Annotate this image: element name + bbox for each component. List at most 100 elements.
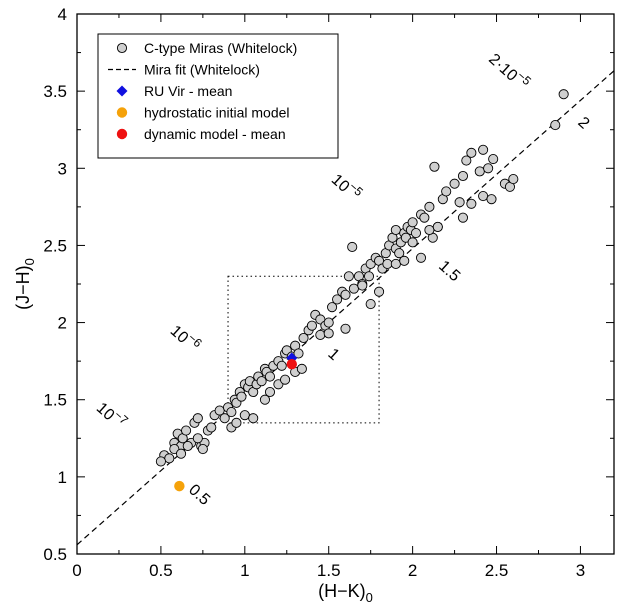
c-type-mira-point bbox=[256, 376, 267, 387]
mass-loss-annotation: 2·10−5 bbox=[485, 47, 534, 94]
y-axis-title: (J−H)0 bbox=[13, 258, 37, 310]
c-type-mira-point bbox=[363, 271, 375, 282]
c-type-mira-point bbox=[239, 410, 250, 421]
mass-loss-annotation: 10−5 bbox=[328, 168, 366, 206]
legend-marker-diamond bbox=[116, 85, 128, 97]
c-type-mira-point bbox=[347, 241, 358, 253]
legend: C-type Miras (Whitelock) Mira fit (Whitel… bbox=[97, 33, 339, 159]
c-type-mira-point bbox=[231, 417, 242, 428]
c-type-mira-point bbox=[280, 374, 291, 385]
legend-label: dynamic model - mean bbox=[144, 126, 286, 142]
c-type-mira-point bbox=[343, 271, 354, 282]
legend-box bbox=[97, 33, 339, 159]
c-type-mira-point bbox=[175, 448, 187, 459]
x-tick-label: 2 bbox=[408, 561, 417, 580]
c-type-mira-point bbox=[424, 224, 435, 236]
mass-loss-annotation: 10−7 bbox=[93, 396, 131, 434]
c-type-mira-point bbox=[332, 294, 343, 305]
c-type-mira-point bbox=[248, 413, 259, 424]
c-type-mira-point bbox=[508, 174, 519, 185]
x-tick-label: 0.5 bbox=[149, 561, 173, 580]
c-type-mira-point bbox=[483, 163, 494, 174]
mass-loss-annotation: 1 bbox=[324, 345, 342, 364]
y-tick-label: 0.5 bbox=[43, 545, 67, 564]
c-type-mira-point bbox=[390, 224, 401, 236]
legend-label: C-type Miras (Whitelock) bbox=[144, 40, 297, 56]
c-type-mira-point bbox=[327, 302, 338, 313]
c-type-mira-point bbox=[226, 407, 237, 418]
c-type-mira-point bbox=[449, 178, 460, 189]
c-type-mira-point bbox=[410, 228, 422, 239]
c-type-mira-point bbox=[457, 212, 469, 223]
legend-marker bbox=[116, 107, 128, 118]
c-type-mira-point bbox=[441, 186, 452, 197]
y-tick-label: 2.5 bbox=[43, 236, 67, 255]
c-type-mira-point bbox=[192, 433, 203, 444]
legend-label: hydrostatic initial model bbox=[144, 105, 290, 121]
c-type-mira-point bbox=[550, 120, 561, 131]
c-type-mira-point bbox=[365, 299, 376, 310]
y-tick-label: 3 bbox=[58, 159, 67, 178]
x-tick-label: 1.5 bbox=[317, 561, 341, 580]
y-tick-label: 2 bbox=[58, 314, 67, 333]
x-tick-label: 2.5 bbox=[485, 561, 509, 580]
c-type-mira-point bbox=[315, 329, 326, 340]
hydrostatic-model-point bbox=[174, 480, 185, 492]
c-type-mira-point bbox=[390, 258, 401, 269]
y-tick-label: 1.5 bbox=[43, 391, 67, 410]
x-axis-title: (H−K)0 bbox=[318, 581, 373, 605]
mass-loss-annotation: 10−6 bbox=[167, 319, 205, 357]
c-type-mira-point bbox=[340, 323, 351, 334]
c-type-mira-point bbox=[293, 348, 304, 359]
c-type-mira-point bbox=[296, 363, 307, 374]
c-type-mira-point bbox=[206, 422, 217, 433]
c-type-mira-point bbox=[181, 425, 192, 436]
x-tick-label: 1 bbox=[240, 561, 249, 580]
c-type-mira-point bbox=[474, 166, 485, 177]
c-type-mira-point bbox=[454, 197, 465, 208]
c-type-mira-point bbox=[192, 413, 203, 424]
mass-loss-annotation: 1.5 bbox=[435, 258, 463, 286]
c-type-mira-point bbox=[382, 258, 393, 269]
c-type-mira-point bbox=[429, 161, 440, 172]
c-type-mira-point bbox=[259, 394, 271, 405]
c-type-mira-point bbox=[488, 153, 499, 165]
y-tick-label: 3.5 bbox=[43, 82, 67, 101]
c-type-mira-point bbox=[348, 283, 359, 294]
c-type-mira-point bbox=[407, 217, 418, 228]
x-tick-label: 0 bbox=[72, 561, 81, 580]
c-type-mira-point bbox=[478, 144, 489, 155]
c-type-mira-point bbox=[374, 286, 385, 297]
c-type-mira-point bbox=[399, 255, 410, 266]
c-type-mira-point bbox=[466, 147, 477, 158]
c-type-mira-point bbox=[461, 155, 472, 166]
c-type-mira-point bbox=[306, 320, 317, 331]
legend-marker-miras bbox=[116, 42, 128, 54]
c-type-mira-point bbox=[558, 89, 569, 100]
c-type-mira-point bbox=[457, 170, 469, 182]
c-type-mira-point bbox=[407, 237, 418, 248]
y-tick-label: 4 bbox=[58, 5, 67, 24]
c-type-mira-point bbox=[486, 194, 497, 205]
legend-label: RU Vir - mean bbox=[144, 83, 232, 99]
c-type-mira-point bbox=[155, 456, 166, 467]
c-type-mira-point bbox=[323, 328, 334, 339]
c-type-mira-point bbox=[276, 360, 287, 371]
model-points-layer bbox=[174, 352, 298, 492]
c-type-mira-point bbox=[394, 248, 405, 259]
c-type-mira-point bbox=[432, 221, 443, 232]
legend-label: Mira fit (Whitelock) bbox=[144, 62, 260, 78]
c-type-mira-point bbox=[264, 386, 276, 398]
c-type-mira-point bbox=[415, 252, 427, 263]
c-type-mira-point bbox=[466, 198, 477, 209]
c-type-mira-point bbox=[340, 289, 351, 300]
miras-points-layer bbox=[155, 89, 569, 467]
dynamic-model-mean-point bbox=[286, 359, 297, 370]
x-tick-label: 3 bbox=[576, 561, 585, 580]
c-type-mira-point bbox=[298, 332, 309, 344]
c-type-mira-point bbox=[419, 212, 430, 223]
c-type-mira-point bbox=[197, 444, 208, 455]
c-type-mira-point bbox=[236, 391, 247, 402]
c-type-mira-point bbox=[219, 413, 230, 424]
